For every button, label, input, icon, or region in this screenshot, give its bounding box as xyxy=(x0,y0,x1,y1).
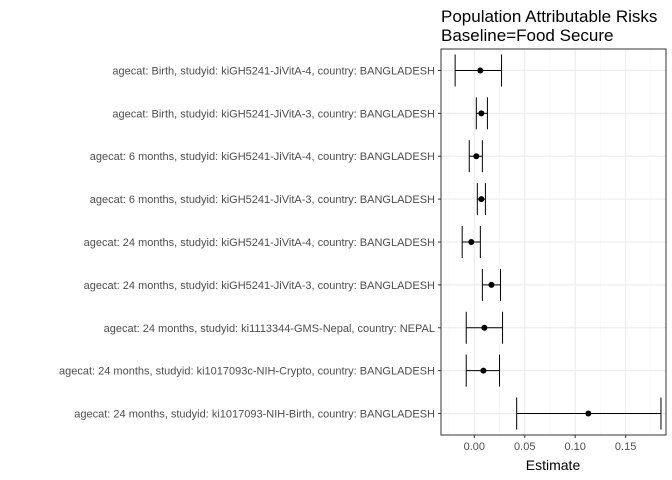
estimate-row xyxy=(481,268,502,301)
y-tick-label: agecat: 24 months, studyid: kiGH5241-JiV… xyxy=(84,280,435,292)
x-tick-label: 0.15 xyxy=(615,441,636,453)
estimate-row xyxy=(468,140,483,173)
x-axis-label: Estimate xyxy=(526,457,581,473)
estimate-point xyxy=(478,110,485,117)
y-tick-label: agecat: 6 months, studyid: kiGH5241-JiVi… xyxy=(90,194,435,206)
y-tick-label: agecat: Birth, studyid: kiGH5241-JiVitA-… xyxy=(112,65,435,77)
estimate-rows xyxy=(454,54,662,430)
estimate-row xyxy=(465,354,501,387)
estimate-row xyxy=(516,397,662,430)
estimate-row xyxy=(465,311,504,344)
estimate-row xyxy=(475,97,488,130)
estimate-row xyxy=(461,226,481,258)
y-tick-label: agecat: 24 months, studyid: ki1113344-GM… xyxy=(104,323,435,335)
x-tick-label: 0.10 xyxy=(564,441,585,453)
estimate-row xyxy=(454,54,503,87)
estimate-point xyxy=(585,410,592,417)
y-tick-label: agecat: 24 months, studyid: kiGH5241-JiV… xyxy=(84,237,435,249)
x-tick-label: 0.00 xyxy=(464,441,485,453)
estimate-point xyxy=(480,367,487,374)
chart-title: Population Attributable Risks xyxy=(441,7,657,26)
estimate-point xyxy=(481,324,488,331)
y-axis-labels: agecat: Birth, studyid: kiGH5241-JiVitA-… xyxy=(59,65,441,421)
estimate-point xyxy=(488,281,495,288)
grid xyxy=(441,49,666,435)
y-tick-label: agecat: 24 months, studyid: ki1017093c-N… xyxy=(59,366,435,378)
estimate-point xyxy=(468,239,475,245)
estimate-point xyxy=(477,67,484,74)
y-tick-label: agecat: 6 months, studyid: kiGH5241-JiVi… xyxy=(90,151,435,163)
y-tick-label: agecat: 24 months, studyid: ki1017093-NI… xyxy=(74,409,435,421)
x-tick-label: 0.05 xyxy=(514,441,535,453)
estimate-point xyxy=(478,196,485,203)
estimate-row xyxy=(476,183,486,216)
estimate-point xyxy=(473,153,480,160)
y-tick-label: agecat: Birth, studyid: kiGH5241-JiVitA-… xyxy=(112,108,435,120)
x-axis: 0.00 0.05 0.10 0.15 xyxy=(464,435,636,453)
chart-subtitle: Baseline=Food Secure xyxy=(441,26,613,45)
